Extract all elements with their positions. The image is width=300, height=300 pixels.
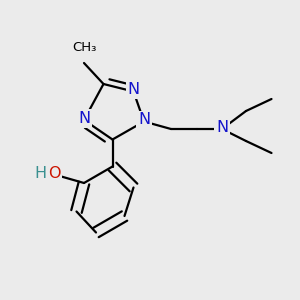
Text: N: N (78, 111, 90, 126)
Text: N: N (216, 120, 228, 135)
Text: N: N (128, 82, 140, 98)
Text: N: N (138, 112, 150, 128)
Text: CH₃: CH₃ (72, 41, 96, 54)
Text: O: O (48, 167, 60, 182)
Text: H: H (34, 166, 46, 181)
